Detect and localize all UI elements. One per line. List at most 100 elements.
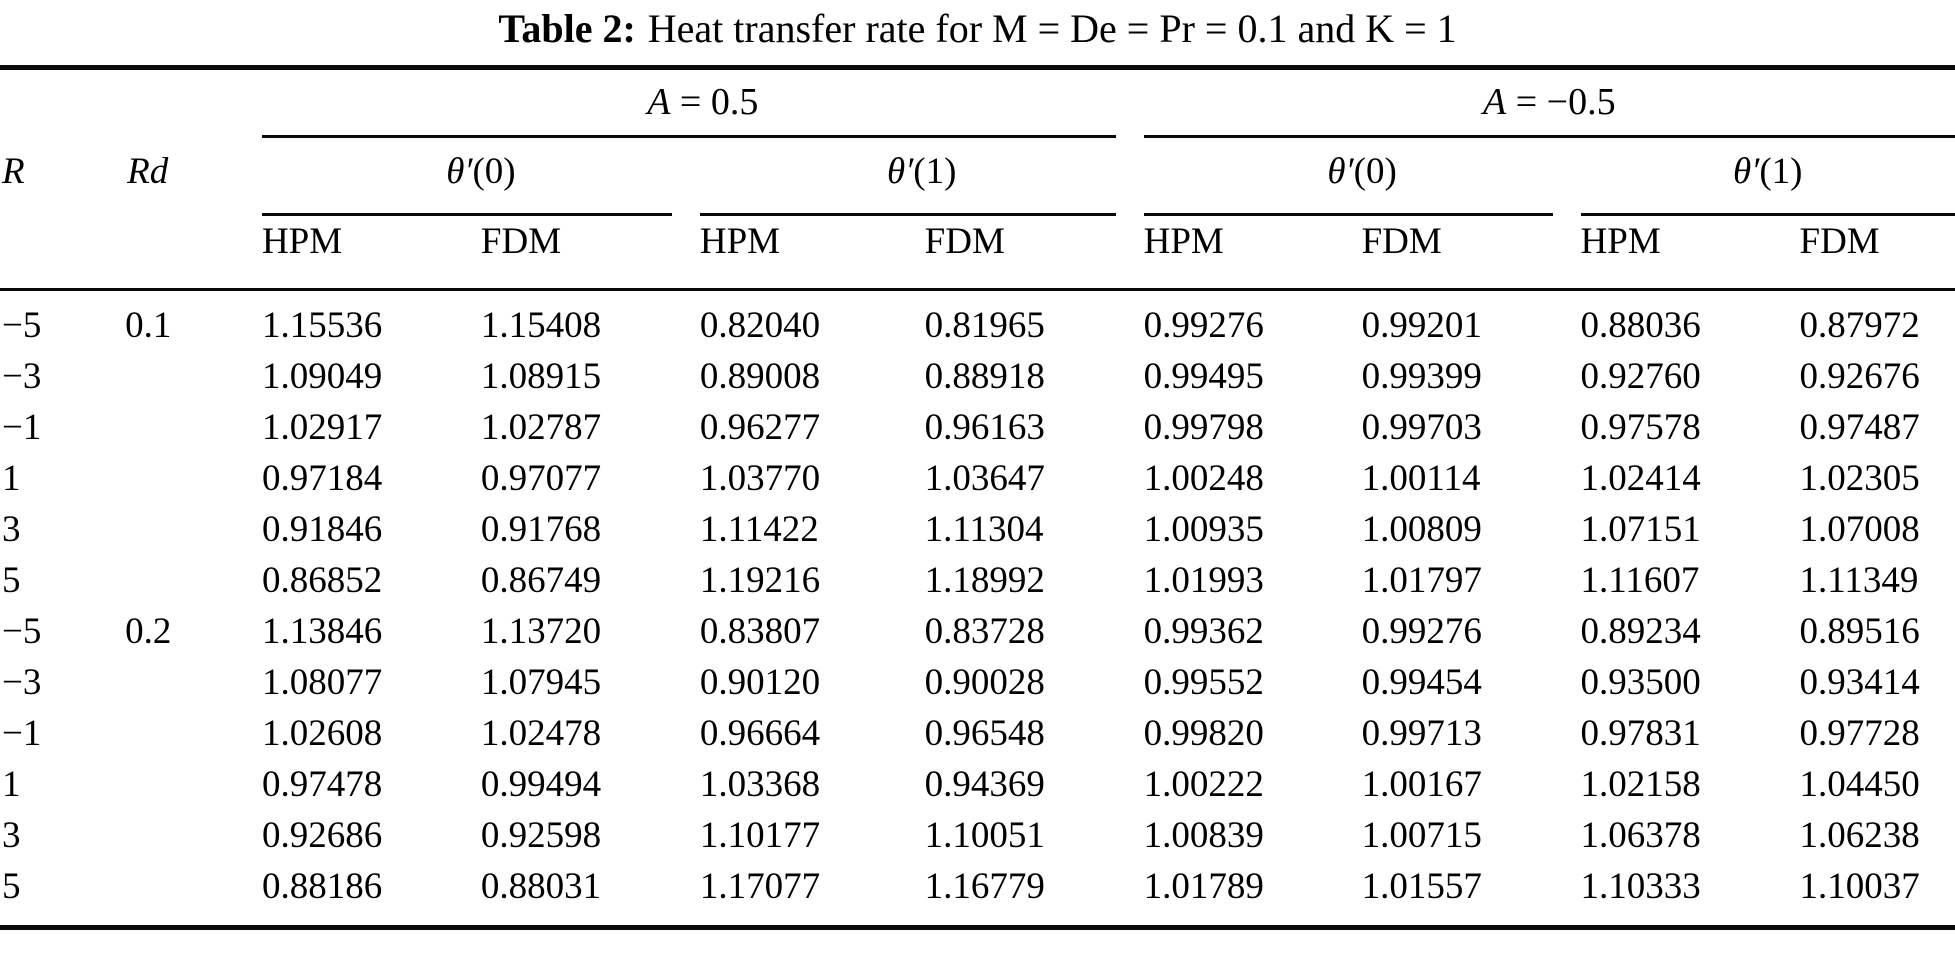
col-header-R-label: R xyxy=(2,151,25,192)
cell-Rd xyxy=(125,657,262,708)
method-header-row: HPM FDM HPM FDM HPM FDM HPM FDM xyxy=(0,216,1955,291)
subgroup-header-theta0-left: θ′(0) xyxy=(261,138,700,216)
cell-value: 0.82040 xyxy=(699,305,821,346)
cell-Rd xyxy=(125,708,262,759)
cell-R: 3 xyxy=(2,815,21,856)
cell-Rd xyxy=(125,351,262,402)
method-header: HPM xyxy=(261,216,481,291)
cell-R: −3 xyxy=(2,356,42,397)
cell-value: 1.02305 xyxy=(1799,458,1920,499)
cell-value: 0.89008 xyxy=(699,356,821,397)
subgroup-header-theta0-right: θ′(0) xyxy=(1143,138,1581,216)
cell-value: 1.00114 xyxy=(1361,458,1481,499)
table-row: −5 0.1 1.15536 1.15408 0.82040 0.81965 0.99276… xyxy=(0,290,1955,352)
cell-Rd xyxy=(125,402,262,453)
group-column-rule xyxy=(261,135,1116,138)
cell-value: 1.06238 xyxy=(1799,815,1920,856)
subgroup-label: θ′(0) xyxy=(1144,150,1581,193)
cell-value: 0.99276 xyxy=(1361,611,1482,652)
cell-value: 0.97831 xyxy=(1580,713,1701,754)
table-row: −1 1.02608 1.02478 0.96664 0.96548 0.99820 0.9… xyxy=(0,708,1955,759)
cell-value: 0.99820 xyxy=(1143,713,1264,754)
group-value: = −0.5 xyxy=(1506,81,1616,123)
theta-symbol: θ′ xyxy=(1733,151,1760,192)
cell-value: 1.02158 xyxy=(1580,764,1701,805)
subgroup-column-rule xyxy=(699,213,1116,216)
cell-value: 0.88031 xyxy=(480,866,602,907)
cell-value: 1.10037 xyxy=(1799,866,1920,907)
subgroup-column-rule xyxy=(261,213,672,216)
cell-value: 1.10333 xyxy=(1580,866,1701,907)
cell-value: 0.86852 xyxy=(261,560,383,601)
corner-spacer-cell xyxy=(0,68,262,139)
cell-value: 1.02917 xyxy=(261,407,383,448)
cell-value: 1.16779 xyxy=(924,866,1045,907)
cell-value: 1.03647 xyxy=(924,458,1045,499)
cell-value: 0.97578 xyxy=(1580,407,1701,448)
cell-Rd xyxy=(125,555,262,606)
cell-value: 1.00935 xyxy=(1143,509,1264,550)
table-row: −1 1.02917 1.02787 0.96277 0.96163 0.99798 0.9… xyxy=(0,402,1955,453)
group-symbol: A xyxy=(647,81,671,123)
cell-value: 0.88918 xyxy=(924,356,1045,397)
cell-R: 5 xyxy=(2,866,21,907)
cell-R: 1 xyxy=(2,764,21,805)
method-header: HPM xyxy=(1143,216,1362,291)
theta-symbol: θ′ xyxy=(887,151,914,192)
cell-value: 0.83807 xyxy=(699,611,821,652)
cell-value: 1.00809 xyxy=(1361,509,1482,550)
cell-value: 1.07008 xyxy=(1799,509,1920,550)
cell-value: 1.11422 xyxy=(699,509,819,550)
cell-Rd: 0.2 xyxy=(125,611,172,652)
cell-value: 1.09049 xyxy=(261,356,383,397)
cell-value: 1.06378 xyxy=(1580,815,1701,856)
cell-value: 1.15536 xyxy=(261,305,383,346)
cell-value: 0.93500 xyxy=(1580,662,1701,703)
cell-value: 1.13720 xyxy=(480,611,602,652)
subgroup-label: θ′(1) xyxy=(1581,150,1955,193)
cell-value: 0.97184 xyxy=(261,458,383,499)
cell-value: 0.94369 xyxy=(924,764,1045,805)
cell-value: 1.03368 xyxy=(699,764,821,805)
method-header: FDM xyxy=(924,216,1144,291)
cell-value: 1.00248 xyxy=(1143,458,1264,499)
theta-symbol: θ′ xyxy=(446,151,473,192)
cell-value: 1.11607 xyxy=(1580,560,1700,601)
cell-R: 3 xyxy=(2,509,21,550)
cell-value: 0.91768 xyxy=(480,509,602,550)
theta-argument: (1) xyxy=(1759,151,1803,192)
subgroup-column-rule xyxy=(1143,213,1553,216)
cell-value: 0.88036 xyxy=(1580,305,1701,346)
cell-value: 0.99362 xyxy=(1143,611,1264,652)
method-header: FDM xyxy=(1799,216,1955,291)
cell-value: 1.00167 xyxy=(1361,764,1482,805)
theta-symbol: θ′ xyxy=(1327,151,1354,192)
cell-value: 0.92686 xyxy=(261,815,383,856)
subgroup-header-theta1-right: θ′(1) xyxy=(1580,138,1955,216)
table-row: 1 0.97478 0.99494 1.03368 0.94369 1.00222 1.00… xyxy=(0,759,1955,810)
cell-value: 1.01789 xyxy=(1143,866,1264,907)
cell-value: 0.90028 xyxy=(924,662,1045,703)
cell-value: 1.03770 xyxy=(699,458,821,499)
cell-value: 1.15408 xyxy=(480,305,602,346)
cell-value: 1.10051 xyxy=(924,815,1045,856)
cell-value: 1.07151 xyxy=(1580,509,1701,550)
subgroup-column-rule xyxy=(1580,213,1955,216)
table-row: −3 1.09049 1.08915 0.89008 0.88918 0.99495 0.9… xyxy=(0,351,1955,402)
cell-value: 1.02414 xyxy=(1580,458,1701,499)
cell-value: 1.08077 xyxy=(261,662,383,703)
cell-value: 1.13846 xyxy=(261,611,383,652)
cell-value: 1.11349 xyxy=(1799,560,1919,601)
cell-R: −5 xyxy=(2,305,42,346)
table-row: −5 0.2 1.13846 1.13720 0.83807 0.83728 0.99362… xyxy=(0,606,1955,657)
table-body: −5 0.1 1.15536 1.15408 0.82040 0.81965 0.99276… xyxy=(0,290,1955,928)
group-value: = 0.5 xyxy=(670,81,759,123)
method-header: HPM xyxy=(699,216,925,291)
cell-Rd xyxy=(125,861,262,928)
col-header-Rd-label: Rd xyxy=(127,151,169,192)
cell-value: 1.01557 xyxy=(1361,866,1482,907)
cell-value: 0.97728 xyxy=(1799,713,1920,754)
subgroup-header-row: R Rd θ′(0) θ′(1) θ′(0) θ′(1) xyxy=(0,138,1955,216)
data-table: A = 0.5 A = −0.5 R Rd θ′(0) θ′(1) xyxy=(0,65,1955,930)
cell-R: −3 xyxy=(2,662,42,703)
